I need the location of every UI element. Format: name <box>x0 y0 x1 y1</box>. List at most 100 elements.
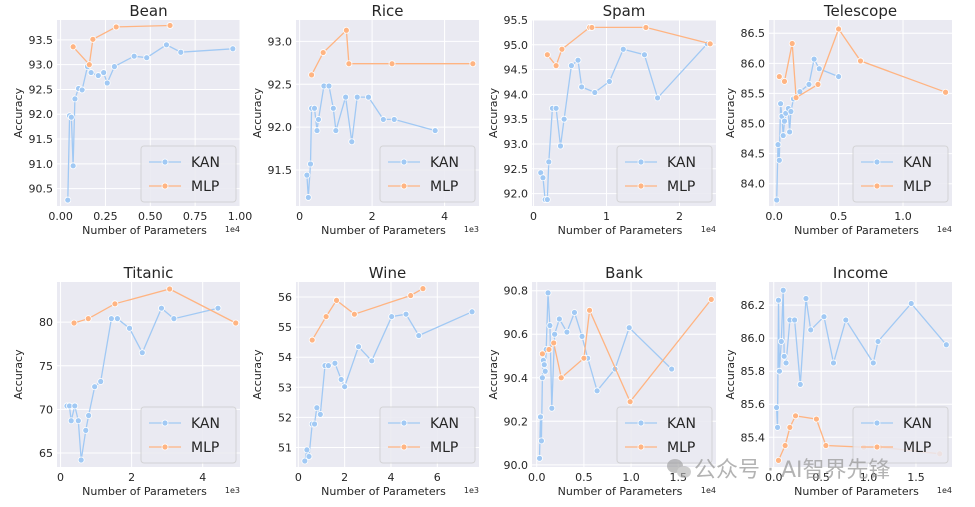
data-point-mlp <box>775 456 782 464</box>
data-point-kan <box>64 196 72 204</box>
legend-label-kan: KAN <box>903 416 932 432</box>
data-point-kan <box>311 104 318 112</box>
x-tick-label: 2 <box>676 210 683 223</box>
y-tick-label: 92.0 <box>29 108 54 121</box>
data-point-kan <box>591 89 599 96</box>
data-point-kan <box>337 376 345 383</box>
legend-marker-kan <box>400 158 408 166</box>
subplot-title: Rice <box>371 2 403 20</box>
y-tick-label: 85.0 <box>741 118 766 131</box>
data-point-kan <box>138 349 146 357</box>
x-tick-label: 0.0 <box>765 210 783 223</box>
data-point-kan <box>170 315 178 323</box>
data-point-mlp <box>308 71 315 79</box>
data-point-kan <box>114 315 121 323</box>
y-tick-label: 92.5 <box>29 83 54 96</box>
data-point-kan <box>329 104 337 112</box>
y-tick-label: 84.5 <box>741 148 766 161</box>
data-point-mlp <box>545 346 553 353</box>
legend-label-mlp: MLP <box>191 440 219 456</box>
data-point-mlp <box>788 40 796 47</box>
data-point-mlp <box>322 313 330 320</box>
legend-marker-kan <box>161 419 169 427</box>
data-point-kan <box>791 316 799 324</box>
data-point-kan <box>807 326 815 334</box>
x-tick-label: 0.00 <box>48 210 73 223</box>
data-point-kan <box>775 296 782 304</box>
y-tick-label: 65 <box>39 447 53 460</box>
data-point-kan <box>163 41 170 49</box>
legend-box <box>616 406 713 464</box>
data-point-kan <box>388 313 396 320</box>
data-point-kan <box>301 457 309 465</box>
series-kan <box>301 308 476 465</box>
data-point-kan <box>311 420 318 428</box>
y-tick-label: 55 <box>278 321 292 334</box>
x-tick-label: 0 <box>530 210 537 223</box>
series-kan <box>773 286 950 431</box>
x-tick-label: 0 <box>295 471 302 484</box>
x-tick-label: 0.50 <box>138 210 163 223</box>
legend-box <box>852 406 949 464</box>
data-point-kan <box>568 62 575 70</box>
data-point-mlp <box>308 336 316 344</box>
data-point-kan <box>177 48 185 56</box>
data-point-mlp <box>232 319 240 327</box>
data-point-kan <box>91 383 99 391</box>
series-kan <box>63 304 222 464</box>
y-tick-label: 95.5 <box>504 14 529 27</box>
series-mlp <box>308 26 477 79</box>
y-tick-label: 93.5 <box>29 34 54 47</box>
legend-marker-mlp <box>161 182 169 190</box>
y-tick-label: 70 <box>39 403 53 416</box>
x-offset-label: 1e3 <box>464 225 479 234</box>
y-tick-label: 90.5 <box>29 183 54 196</box>
data-point-kan <box>545 158 553 166</box>
data-point-kan <box>560 115 568 123</box>
x-tick-label: 4 <box>199 471 206 484</box>
subplot-bean: 0.00 0.25 0.50 0.75 1.00 90.5 91.0 91.5 92.0 92.5… <box>12 2 252 237</box>
data-point-kan <box>94 72 102 79</box>
data-point-kan <box>82 426 90 434</box>
data-point-mlp <box>586 306 593 314</box>
data-point-kan <box>551 330 559 338</box>
data-point-kan <box>130 52 138 60</box>
data-point-kan <box>668 365 676 373</box>
series-kan <box>303 82 439 201</box>
data-point-mlp <box>814 81 822 88</box>
data-point-kan <box>74 417 82 425</box>
series-mlp <box>70 285 240 327</box>
data-point-kan <box>468 308 476 316</box>
data-point-kan <box>316 410 324 418</box>
legend-label-mlp: MLP <box>667 179 695 195</box>
watermark: 公众号 · AI智界先锋 <box>694 458 891 483</box>
legend-label-mlp: MLP <box>430 440 458 456</box>
x-tick-label: 2 <box>341 471 348 484</box>
legend: KAN MLP <box>379 406 476 464</box>
data-point-kan <box>654 94 661 102</box>
x-tick-label: 1.00 <box>228 210 253 223</box>
data-point-mlp <box>407 292 415 299</box>
data-point-mlp <box>319 49 327 56</box>
legend-box <box>852 145 949 203</box>
x-offset-label: 1e4 <box>937 225 952 234</box>
data-point-kan <box>313 404 321 412</box>
y-axis-label: Accuracy <box>12 87 25 138</box>
data-point-kan <box>85 412 93 419</box>
data-point-kan <box>71 95 79 103</box>
data-point-kan <box>415 332 423 339</box>
data-point-kan <box>805 81 813 88</box>
data-point-kan <box>786 128 794 136</box>
data-point-kan <box>325 82 333 90</box>
subplot-titanic: 0 2 4 65 70 75 80 Titanic Number of Parameters 1e… <box>12 264 240 498</box>
y-tick-label: 91.5 <box>29 133 54 146</box>
x-tick-label: 0.5 <box>812 471 830 484</box>
legend-label-kan: KAN <box>667 416 696 432</box>
data-point-mlp <box>626 398 634 406</box>
legend-label-mlp: MLP <box>430 179 458 195</box>
subplot-title: Titanic <box>123 264 174 282</box>
data-point-kan <box>830 359 837 367</box>
data-point-kan <box>557 142 564 150</box>
x-tick-label: 0.25 <box>93 210 118 223</box>
y-tick-label: 53 <box>278 381 292 394</box>
